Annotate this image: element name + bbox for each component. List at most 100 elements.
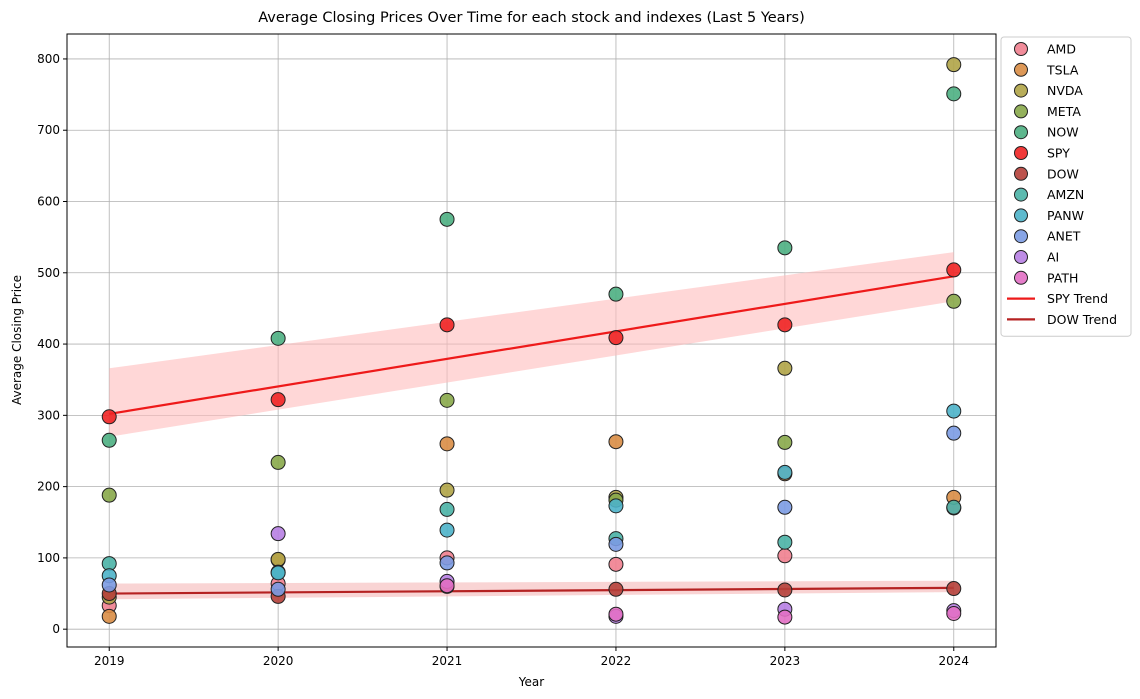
x-tick-label: 2024	[938, 654, 969, 668]
legend-box	[1000, 36, 1132, 337]
data-point	[946, 86, 962, 102]
trend-line	[109, 275, 954, 416]
legend-label: NVDA	[1047, 83, 1083, 98]
data-point	[101, 409, 117, 425]
data-point	[270, 330, 286, 346]
data-point	[608, 606, 624, 622]
data-point	[439, 522, 455, 538]
data-points	[101, 57, 962, 625]
y-axis-label: Average Closing Price	[10, 275, 24, 405]
data-point	[270, 551, 286, 567]
data-point	[608, 330, 624, 346]
data-point	[777, 434, 793, 450]
y-tick-label: 0	[52, 622, 60, 636]
plot-frame	[66, 33, 997, 648]
legend-marker	[1014, 270, 1028, 285]
legend-label: SPY Trend	[1047, 291, 1108, 306]
data-point	[946, 499, 962, 515]
legend-label: ANET	[1047, 229, 1081, 244]
x-tick-label: 2021	[432, 654, 463, 668]
data-point	[439, 578, 455, 594]
data-point	[608, 498, 624, 514]
trend-line	[109, 586, 954, 595]
data-point	[101, 487, 117, 503]
data-point	[946, 425, 962, 441]
data-point	[608, 434, 624, 450]
y-tick-label: 100	[37, 551, 60, 565]
legend-label: SPY	[1047, 146, 1070, 161]
legend-label: META	[1047, 104, 1081, 119]
legend-marker	[1014, 250, 1028, 264]
data-point	[777, 534, 793, 550]
data-point	[608, 536, 624, 552]
legend-label: PANW	[1047, 208, 1084, 223]
data-point	[777, 499, 793, 515]
legend-label: PATH	[1047, 270, 1078, 285]
data-point	[946, 605, 962, 621]
legend-marker	[1014, 187, 1028, 202]
data-point	[270, 581, 286, 597]
data-point	[946, 57, 962, 73]
x-tick-label: 2022	[601, 654, 632, 668]
x-ticks: 2019 2020 2021 2022 2023 2024	[94, 647, 969, 668]
data-point	[608, 286, 624, 302]
y-tick-label: 600	[37, 195, 60, 209]
y-tick-label: 200	[37, 480, 60, 494]
y-tick-label: 700	[37, 123, 60, 137]
legend-label: AI	[1047, 250, 1059, 265]
legend-marker	[1014, 208, 1028, 223]
legend-marker	[1014, 42, 1028, 56]
data-point	[777, 548, 793, 564]
data-point	[439, 501, 455, 517]
legend-marker	[1014, 104, 1028, 119]
x-tick-label: 2023	[770, 654, 801, 668]
x-tick-label: 2019	[94, 654, 125, 668]
trend-lines	[109, 275, 954, 595]
data-point	[101, 608, 117, 624]
y-tick-label: 400	[37, 337, 60, 351]
chart-title: Average Closing Prices Over Time for eac…	[258, 10, 805, 26]
legend-label: AMD	[1047, 42, 1076, 57]
legend: AMD TSLA NVDA META NOW SPY DOW AMZN PANW ANET AI PA…	[1000, 36, 1132, 337]
y-tick-label: 800	[37, 52, 60, 66]
data-point	[101, 432, 117, 448]
data-point	[946, 262, 962, 278]
data-point	[946, 403, 962, 419]
legend-label: DOW	[1047, 166, 1079, 181]
y-tick-label: 500	[37, 266, 60, 280]
data-point	[777, 464, 793, 480]
legend-marker	[1014, 83, 1028, 98]
data-point	[439, 317, 455, 333]
x-tick-label: 2020	[263, 654, 294, 668]
legend-label: AMZN	[1047, 187, 1084, 202]
data-point	[777, 609, 793, 625]
data-point	[270, 392, 286, 408]
legend-label: TSLA	[1046, 62, 1079, 77]
data-point	[777, 360, 793, 376]
legend-marker	[1014, 229, 1028, 244]
data-point	[946, 293, 962, 309]
data-point	[270, 565, 286, 581]
y-tick-label: 300	[37, 408, 60, 422]
data-point	[608, 556, 624, 572]
data-point	[439, 392, 455, 408]
legend-marker	[1014, 166, 1028, 181]
data-point	[439, 482, 455, 498]
data-point	[270, 454, 286, 470]
data-point	[439, 436, 455, 452]
data-point	[946, 581, 962, 597]
data-point	[608, 581, 624, 597]
data-point	[270, 526, 286, 542]
data-point	[439, 555, 455, 571]
data-point	[439, 211, 455, 227]
legend-marker	[1014, 125, 1028, 140]
legend-marker	[1014, 62, 1028, 77]
data-point	[777, 582, 793, 598]
x-axis-label: Year	[518, 675, 544, 689]
y-ticks: 0 100 200 300 400 500 600 700 800	[37, 52, 67, 636]
data-point	[777, 317, 793, 333]
legend-label: DOW Trend	[1047, 312, 1117, 327]
legend-label: NOW	[1047, 125, 1079, 140]
legend-marker	[1014, 146, 1028, 160]
